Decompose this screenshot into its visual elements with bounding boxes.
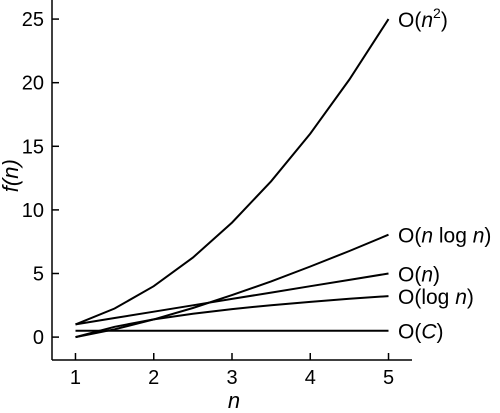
series-label-text: log [433, 225, 473, 248]
y-tick-label: 10 [22, 200, 44, 222]
series-label-var: n [473, 225, 485, 248]
y-tick-label: 0 [33, 327, 44, 349]
x-tick-label: 2 [148, 367, 159, 389]
series-label-text: O( [398, 225, 421, 248]
y-tick-label: 25 [22, 9, 44, 31]
series-label-text: ) [433, 263, 440, 286]
y-tick-label: 5 [33, 263, 44, 285]
series-line [75, 272, 389, 326]
x-tick-label: 3 [226, 367, 237, 389]
series-labels: O(n2)O(n log n)O(n)O(log n)O(C) [398, 5, 491, 344]
y-axis-label: f(n) [0, 159, 23, 192]
series-label: O(C) [398, 321, 444, 344]
x-tick-label: 5 [383, 367, 394, 389]
series-label-var: n [455, 286, 467, 309]
y-tick-label: 15 [22, 136, 44, 158]
series-label: O(n) [398, 263, 440, 286]
series-label-text: O( [398, 321, 421, 344]
axes [51, 0, 412, 361]
series-label: O(log n) [398, 286, 474, 309]
x-tick-label: 4 [305, 367, 316, 389]
series-label-exponent: 2 [433, 5, 441, 21]
series-label-text: O(log [398, 286, 455, 309]
series-label-text: O( [398, 9, 421, 32]
series-label-var: C [421, 321, 437, 344]
series-label-text: ) [441, 9, 448, 32]
series-label: O(n log n) [398, 225, 491, 248]
series-line [75, 295, 389, 339]
y-ticks: 0 5 10 15 20 25 [22, 9, 59, 349]
series-label-text: ) [437, 321, 444, 344]
x-ticks: 1 2 3 4 5 [70, 353, 394, 389]
series-line [75, 18, 390, 326]
series-label-text: O( [398, 263, 421, 286]
x-axis-label: n [228, 388, 240, 413]
series-label-text: ) [467, 286, 474, 309]
series-lines [75, 18, 390, 339]
series-label: O(n2) [398, 5, 448, 32]
series-label-var: n [421, 225, 433, 248]
series-line [75, 233, 389, 339]
x-tick-label: 1 [70, 367, 81, 389]
series-label-var: n [421, 263, 433, 286]
series-label-text: ) [484, 225, 491, 248]
series-label-var: n [421, 9, 433, 32]
y-tick-label: 20 [22, 73, 44, 95]
